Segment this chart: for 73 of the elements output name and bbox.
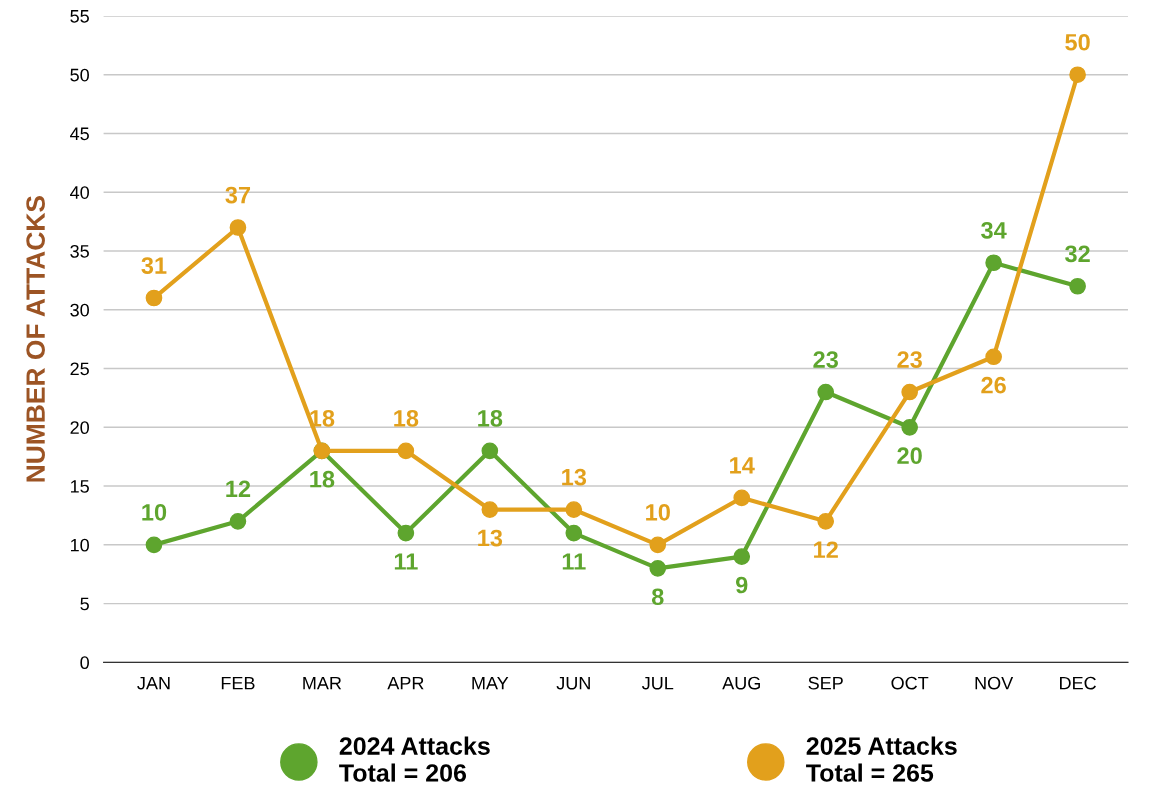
data-label: 34	[981, 221, 1007, 239]
point	[565, 501, 583, 518]
x-tick-label: JAN	[137, 676, 170, 690]
y-tick-label: 55	[70, 10, 89, 23]
data-label: 8	[651, 588, 664, 606]
point	[817, 512, 835, 530]
data-label: 13	[478, 529, 503, 547]
data-label: 11	[562, 553, 586, 570]
x-tick-label: OCT	[891, 676, 929, 690]
point	[649, 536, 667, 554]
x-tick-label: DEC	[1060, 676, 1096, 690]
y-tick-label: 20	[70, 421, 89, 435]
y-tick-label: 35	[70, 244, 89, 258]
data-label: 18	[478, 409, 503, 427]
data-label: 10	[646, 503, 670, 521]
point	[1069, 277, 1086, 295]
data-label: 18	[394, 409, 419, 427]
y-tick-label: 15	[71, 480, 89, 493]
x-tick-label: MAY	[472, 676, 509, 690]
data-label: 32	[1065, 245, 1090, 263]
x-tick-label: MAR	[303, 676, 342, 690]
data-label: 23	[813, 351, 838, 368]
y-tick-label: 10	[71, 538, 89, 552]
data-label: 18	[310, 470, 335, 488]
data-label: 20	[897, 447, 922, 465]
x-tick-label: JUL	[642, 676, 674, 690]
y-tick-label: 0	[80, 656, 89, 670]
legend-label: 2025 Attacks Total = 265	[806, 736, 957, 782]
data-label: 12	[814, 541, 838, 558]
point	[145, 289, 163, 307]
x-tick-label: NOV	[975, 676, 1014, 690]
point	[901, 418, 919, 436]
data-label: 13	[562, 468, 587, 486]
y-tick-label: 5	[80, 597, 89, 611]
data-label: 18	[310, 409, 335, 427]
point	[481, 442, 499, 460]
point	[397, 442, 415, 460]
point	[229, 219, 247, 236]
data-label: 14	[730, 457, 755, 474]
point	[733, 548, 751, 565]
y-tick-label: 25	[70, 362, 89, 376]
data-label: 9	[735, 576, 748, 594]
legend-label: 2024 Attacks Total = 206	[339, 736, 490, 782]
y-tick-label: 40	[70, 186, 89, 199]
point	[985, 254, 1002, 272]
point	[565, 524, 583, 542]
data-label: 10	[142, 503, 167, 521]
point	[481, 501, 499, 518]
y-tick-label: 30	[70, 303, 89, 317]
data-label: 37	[225, 186, 251, 204]
point	[229, 512, 247, 530]
data-label: 12	[226, 480, 251, 497]
point	[817, 383, 835, 401]
x-tick-label: SEP	[808, 676, 843, 690]
point	[733, 489, 751, 507]
x-tick-label: AUG	[722, 676, 760, 690]
y-tick-label: 50	[70, 68, 89, 82]
data-label: 11	[394, 553, 418, 570]
point	[901, 383, 919, 401]
y-axis-title: NUMBER OF ATTACKS	[26, 196, 45, 482]
point	[145, 536, 163, 554]
data-label: 23	[897, 351, 922, 368]
point	[985, 348, 1002, 366]
point	[649, 559, 667, 577]
point	[1069, 66, 1086, 84]
point	[397, 524, 415, 542]
data-label: 50	[1065, 33, 1090, 51]
x-tick-label: FEB	[221, 676, 255, 690]
x-tick-label: APR	[387, 676, 424, 690]
y-tick-label: 45	[70, 127, 89, 141]
x-tick-label: JUN	[556, 676, 590, 690]
data-label: 26	[981, 376, 1006, 394]
data-label: 31	[141, 257, 167, 274]
